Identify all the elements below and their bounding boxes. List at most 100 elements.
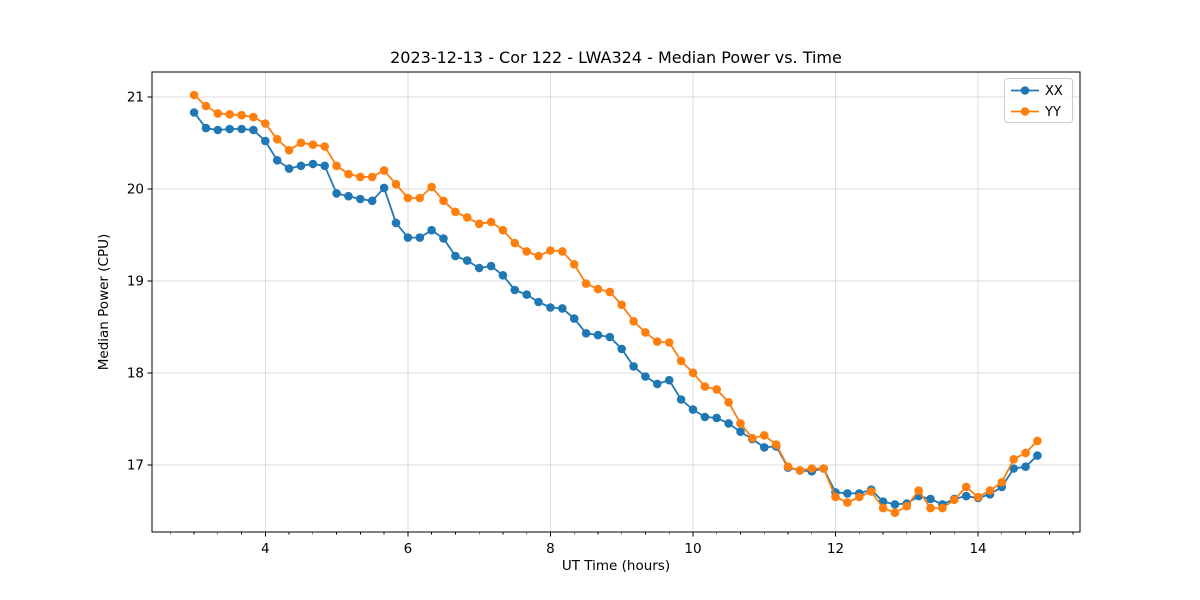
data-point-XX <box>225 124 234 134</box>
data-point-XX <box>498 271 508 280</box>
x-tick-label: 8 <box>546 541 555 557</box>
data-point-YY <box>760 431 769 440</box>
data-point-XX <box>700 412 710 422</box>
data-point-YY <box>189 90 199 100</box>
data-point-XX <box>546 303 555 312</box>
data-point-XX <box>641 372 650 381</box>
data-point-YY <box>534 251 543 261</box>
data-point-XX <box>296 161 306 171</box>
data-point-YY <box>272 134 282 144</box>
data-point-XX <box>462 256 472 265</box>
data-point-YY <box>997 478 1007 487</box>
data-point-YY <box>843 498 852 507</box>
data-point-XX <box>510 285 520 295</box>
data-point-YY <box>308 140 318 149</box>
data-point-XX <box>486 261 496 271</box>
x-tick-label: 12 <box>827 541 844 557</box>
data-point-XX <box>189 108 199 117</box>
data-point-YY <box>819 464 828 473</box>
data-point-XX <box>890 500 900 509</box>
data-point-YY <box>1033 436 1042 446</box>
x-tick-label: 4 <box>261 541 270 557</box>
data-point-YY <box>985 486 995 495</box>
data-point-YY <box>581 279 591 288</box>
x-tick-label: 10 <box>684 541 701 557</box>
data-point-XX <box>379 183 389 193</box>
data-point-YY <box>712 385 721 394</box>
data-point-XX <box>237 124 246 134</box>
data-point-YY <box>831 492 840 502</box>
data-point-XX <box>439 234 448 243</box>
data-point-XX <box>617 344 626 354</box>
data-point-XX <box>843 489 852 498</box>
data-point-YY <box>688 368 698 378</box>
data-point-XX <box>712 413 721 423</box>
data-point-YY <box>498 225 508 235</box>
data-point-YY <box>783 462 793 472</box>
data-point-YY <box>225 110 234 119</box>
data-point-XX <box>664 375 674 385</box>
data-point-YY <box>451 207 460 217</box>
data-point-YY <box>629 317 638 326</box>
series-line-XX <box>193 111 1039 506</box>
data-point-XX <box>403 233 413 242</box>
data-point-YY <box>249 112 258 122</box>
data-point-YY <box>379 166 389 175</box>
legend-marker-XX <box>1020 86 1030 95</box>
data-point-YY <box>653 337 662 346</box>
data-point-YY <box>486 217 496 227</box>
data-point-XX <box>272 156 282 165</box>
data-point-XX <box>427 225 436 235</box>
data-point-YY <box>748 433 757 443</box>
data-point-YY <box>439 196 448 206</box>
y-tick-label: 19 <box>127 273 144 289</box>
x-tick-label: 6 <box>404 541 413 557</box>
data-point-YY <box>474 219 484 229</box>
data-point-YY <box>795 466 805 475</box>
data-point-YY <box>855 492 864 502</box>
data-point-YY <box>878 503 888 513</box>
data-point-XX <box>261 136 270 146</box>
data-point-YY <box>950 495 959 505</box>
data-point-YY <box>403 193 413 203</box>
y-tick-label: 18 <box>127 365 144 381</box>
data-point-YY <box>296 138 306 148</box>
data-point-XX <box>1021 462 1030 472</box>
data-point-YY <box>605 287 615 297</box>
data-point-XX <box>391 218 401 228</box>
y-tick-label: 21 <box>127 89 144 105</box>
data-point-XX <box>356 194 365 204</box>
data-point-YY <box>332 161 341 171</box>
y-tick-label: 17 <box>127 457 144 473</box>
data-point-XX <box>724 419 733 428</box>
data-point-YY <box>344 169 353 179</box>
legend-marker-YY <box>1020 107 1030 116</box>
y-axis-label: Median Power (CPU) <box>96 233 112 371</box>
data-point-YY <box>367 172 377 182</box>
data-point-YY <box>664 338 674 347</box>
data-point-YY <box>284 145 294 155</box>
data-point-XX <box>629 362 638 371</box>
data-point-YY <box>391 179 401 189</box>
data-point-XX <box>569 314 579 323</box>
data-point-YY <box>569 260 579 269</box>
data-point-XX <box>249 125 258 135</box>
data-point-XX <box>451 251 460 261</box>
data-point-YY <box>1009 455 1018 464</box>
data-point-XX <box>1009 464 1018 473</box>
data-point-XX <box>688 405 698 414</box>
data-point-YY <box>807 464 817 473</box>
data-point-XX <box>213 125 223 135</box>
data-point-YY <box>973 492 983 502</box>
y-tick-label: 20 <box>127 181 144 197</box>
data-point-YY <box>462 213 472 222</box>
data-point-YY <box>617 300 626 310</box>
series-line-YY <box>193 94 1039 514</box>
legend-label-YY: YY <box>1044 105 1061 120</box>
data-point-YY <box>676 356 686 366</box>
data-point-XX <box>522 290 531 299</box>
data-point-YY <box>961 482 971 492</box>
data-point-YY <box>522 247 531 256</box>
